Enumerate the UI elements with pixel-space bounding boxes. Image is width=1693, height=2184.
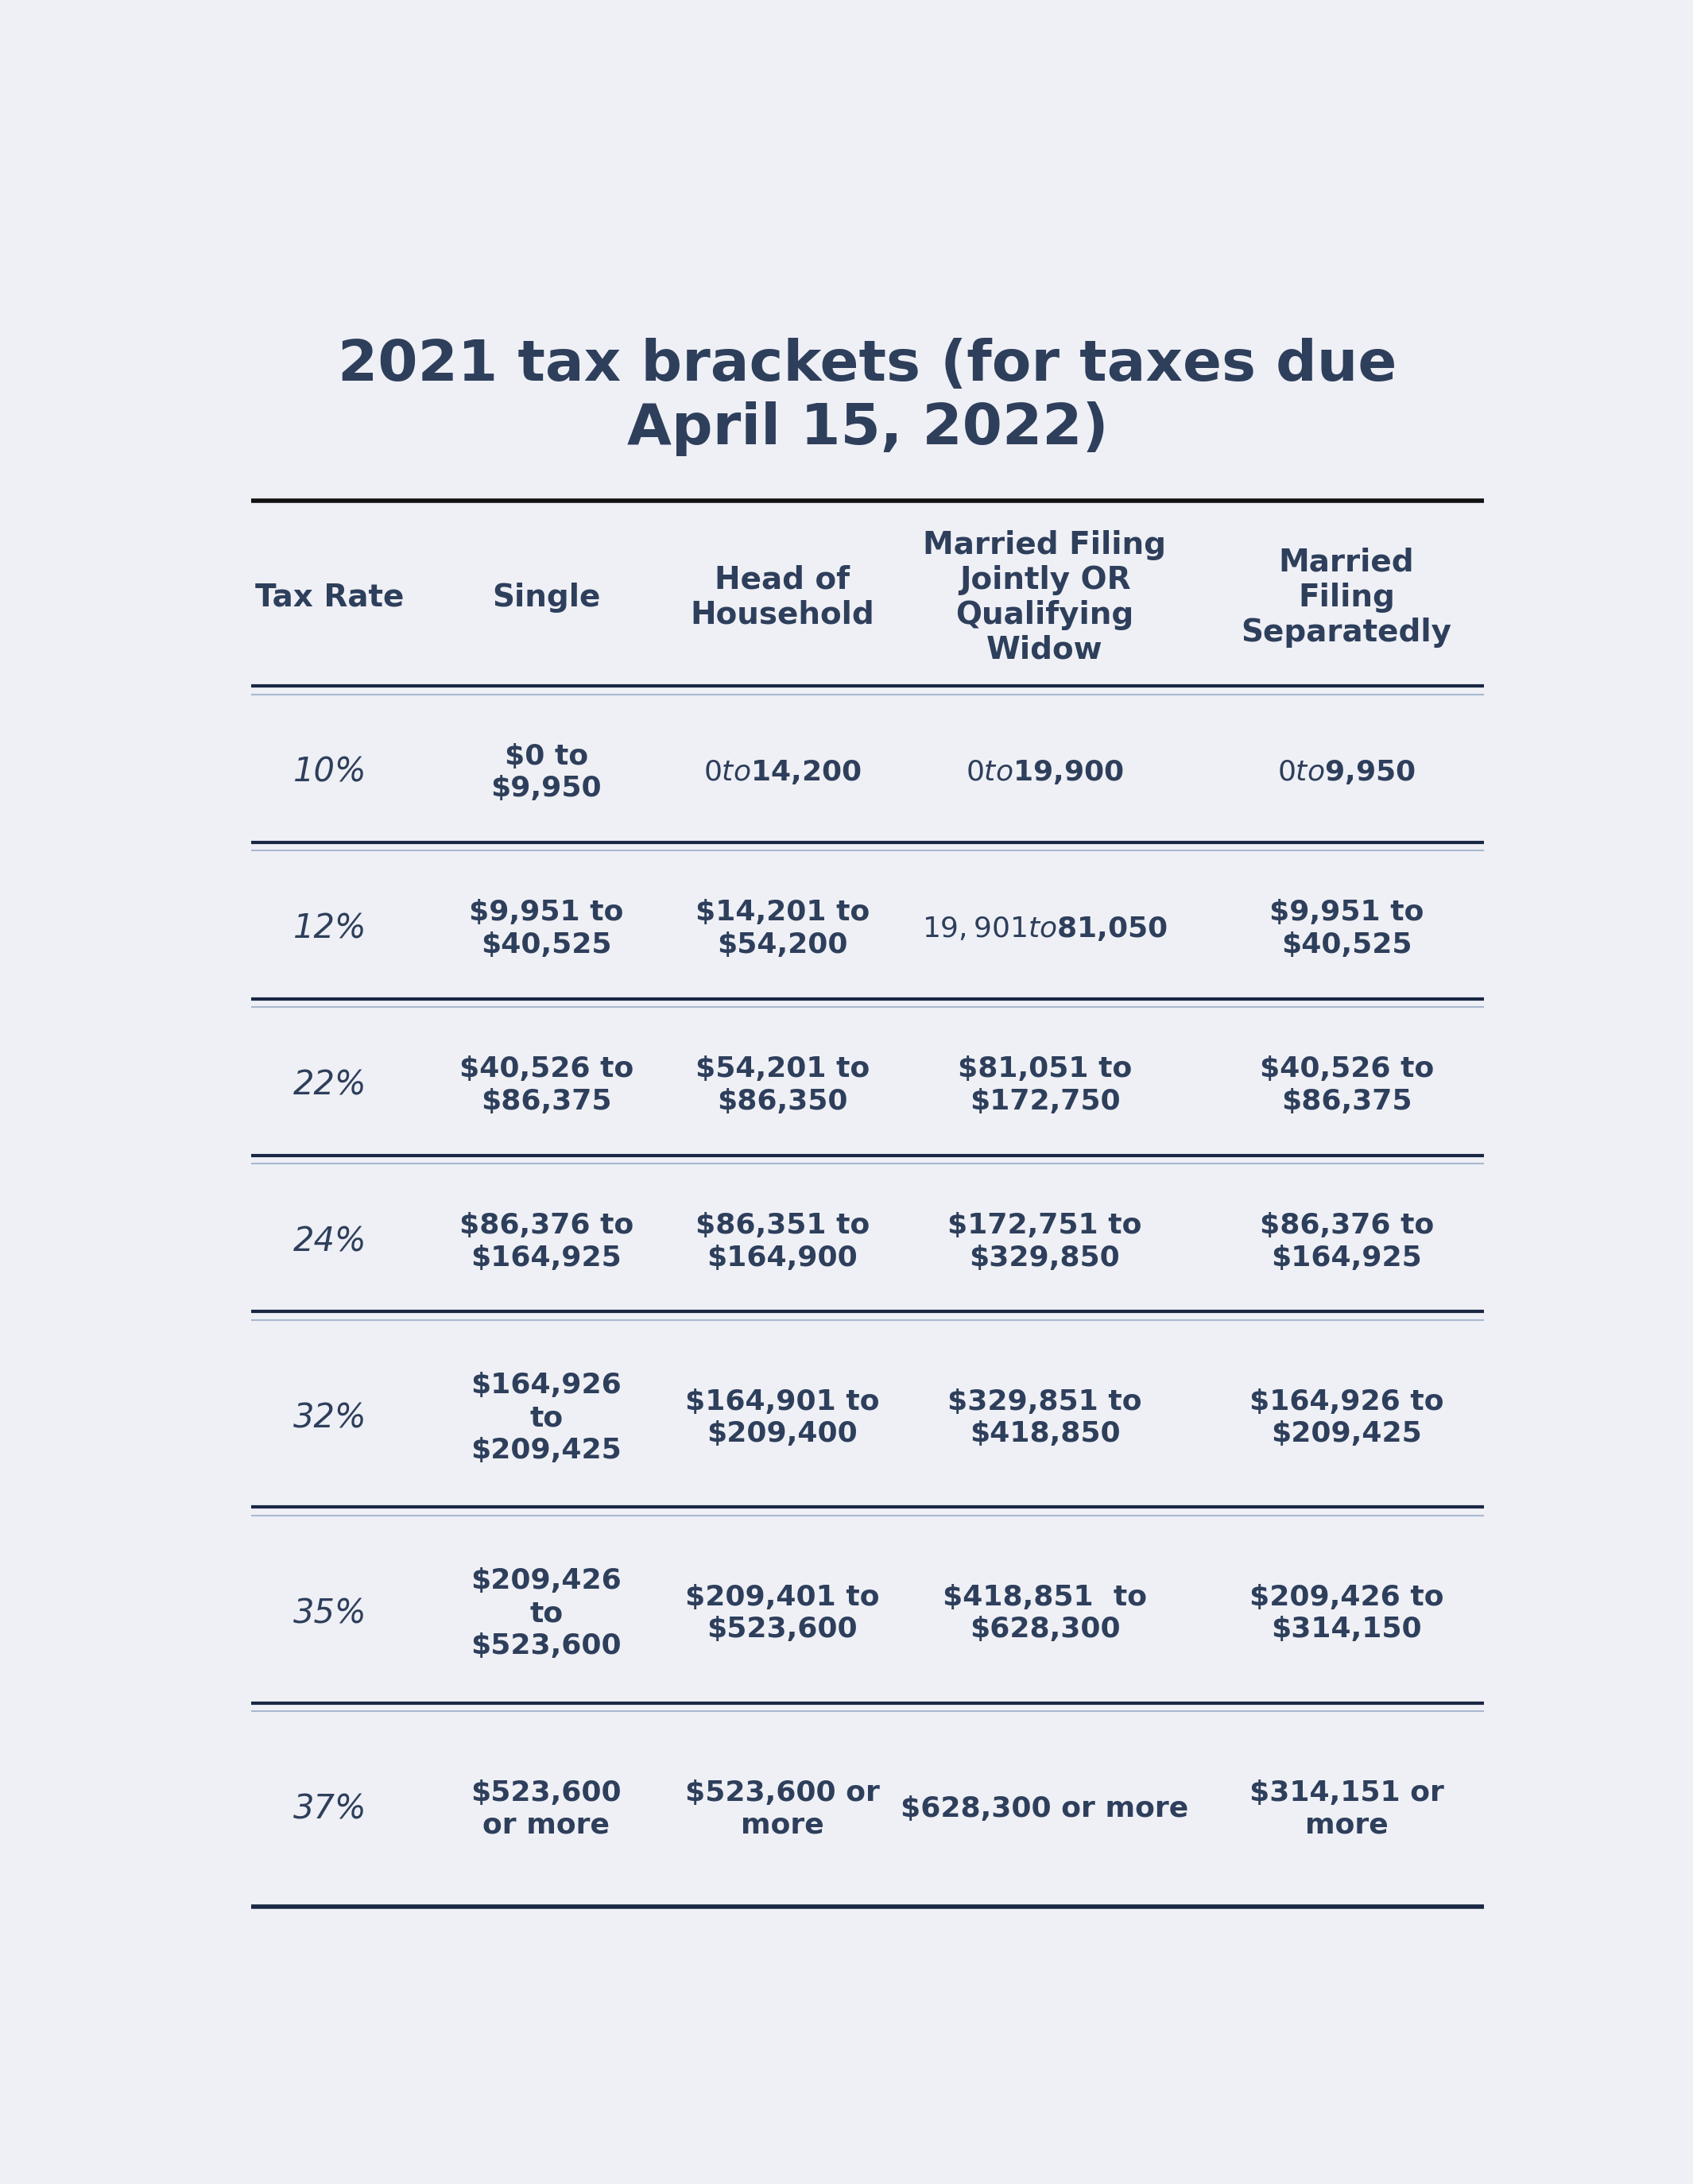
Text: $0 to $9,950: $0 to $9,950 bbox=[1278, 758, 1415, 786]
Text: $628,300 or more: $628,300 or more bbox=[901, 1795, 1188, 1821]
Text: 32%: 32% bbox=[293, 1402, 366, 1435]
Text: $0 to $14,200: $0 to $14,200 bbox=[703, 758, 862, 786]
Text: $172,751 to
$329,850: $172,751 to $329,850 bbox=[948, 1212, 1141, 1271]
Text: Head of
Household: Head of Household bbox=[691, 566, 875, 631]
Text: Single: Single bbox=[493, 583, 601, 614]
Text: $164,901 to
$209,400: $164,901 to $209,400 bbox=[686, 1389, 880, 1448]
Text: $0 to
$9,950: $0 to $9,950 bbox=[491, 743, 601, 802]
Text: Married Filing
Jointly OR
Qualifying
Widow: Married Filing Jointly OR Qualifying Wid… bbox=[923, 531, 1166, 666]
Text: $0 to $19,900: $0 to $19,900 bbox=[965, 758, 1124, 786]
Text: $40,526 to
$86,375: $40,526 to $86,375 bbox=[1260, 1055, 1434, 1116]
Text: $164,926
to
$209,425: $164,926 to $209,425 bbox=[471, 1372, 621, 1463]
Text: $209,426 to
$314,150: $209,426 to $314,150 bbox=[1249, 1583, 1444, 1642]
Text: $523,600 or
more: $523,600 or more bbox=[686, 1780, 880, 1839]
Text: $40,526 to
$86,375: $40,526 to $86,375 bbox=[459, 1055, 633, 1116]
Text: $14,201 to
$54,200: $14,201 to $54,200 bbox=[696, 900, 870, 959]
Text: $418,851  to
$628,300: $418,851 to $628,300 bbox=[943, 1583, 1146, 1642]
Text: $86,376 to
$164,925: $86,376 to $164,925 bbox=[1260, 1212, 1434, 1271]
Text: $209,401 to
$523,600: $209,401 to $523,600 bbox=[686, 1583, 880, 1642]
Text: 10%: 10% bbox=[293, 756, 366, 788]
Text: 12%: 12% bbox=[293, 913, 366, 946]
Text: $54,201 to
$86,350: $54,201 to $86,350 bbox=[696, 1055, 870, 1116]
Text: 35%: 35% bbox=[293, 1597, 366, 1629]
Text: $329,851 to
$418,850: $329,851 to $418,850 bbox=[948, 1389, 1143, 1448]
Text: $86,376 to
$164,925: $86,376 to $164,925 bbox=[459, 1212, 633, 1271]
Text: $81,051 to
$172,750: $81,051 to $172,750 bbox=[958, 1055, 1133, 1116]
Text: $314,151 or
more: $314,151 or more bbox=[1249, 1780, 1444, 1839]
Text: $19,901 to $81,050: $19,901 to $81,050 bbox=[923, 915, 1168, 943]
Text: $9,951 to
$40,525: $9,951 to $40,525 bbox=[1270, 900, 1424, 959]
Text: $86,351 to
$164,900: $86,351 to $164,900 bbox=[696, 1212, 870, 1271]
Text: $9,951 to
$40,525: $9,951 to $40,525 bbox=[469, 900, 623, 959]
Text: 22%: 22% bbox=[293, 1068, 366, 1103]
Text: 37%: 37% bbox=[293, 1793, 366, 1826]
Text: $164,926 to
$209,425: $164,926 to $209,425 bbox=[1249, 1389, 1444, 1448]
Text: Married
Filing
Separatedly: Married Filing Separatedly bbox=[1241, 548, 1453, 649]
Text: 2021 tax brackets (for taxes due
April 15, 2022): 2021 tax brackets (for taxes due April 1… bbox=[339, 339, 1397, 456]
Text: $523,600
or more: $523,600 or more bbox=[471, 1780, 621, 1839]
Text: Tax Rate: Tax Rate bbox=[256, 583, 405, 614]
Text: $209,426
to
$523,600: $209,426 to $523,600 bbox=[471, 1568, 621, 1660]
Text: 24%: 24% bbox=[293, 1225, 366, 1258]
